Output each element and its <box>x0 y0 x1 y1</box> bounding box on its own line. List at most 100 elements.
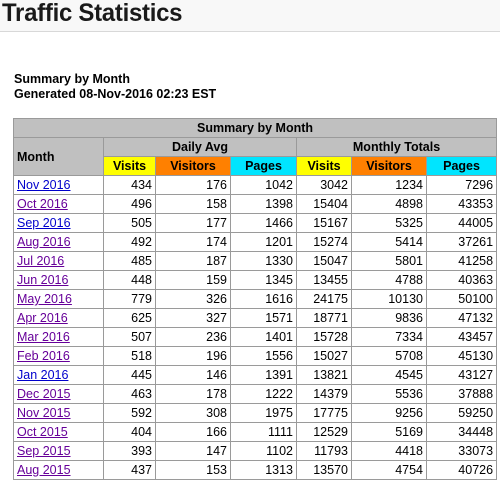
table-row: Aug 2015 437 153 1313 13570 4754 40726 <box>13 460 498 480</box>
daily-visits-header: Visits <box>103 156 156 176</box>
monthly-visitors-header: Visitors <box>351 156 427 176</box>
daily-pages-cell: 1391 <box>230 365 297 385</box>
daily-visitors-cell: 176 <box>155 175 231 195</box>
monthly-visitors-cell: 4418 <box>351 441 427 461</box>
monthly-visits-cell: 15274 <box>296 232 352 252</box>
month-link[interactable]: Nov 2016 <box>17 178 71 192</box>
monthly-pages-cell: 44005 <box>425 213 498 233</box>
daily-visits-cell: 404 <box>103 422 156 442</box>
daily-pages-cell: 1345 <box>230 270 297 290</box>
daily-pages-cell: 1401 <box>230 327 297 347</box>
monthly-pages-cell: 40726 <box>425 460 498 480</box>
month-cell: Dec 2015 <box>13 384 104 404</box>
month-cell: Feb 2016 <box>13 346 104 366</box>
month-cell: Aug 2016 <box>13 232 104 252</box>
month-cell: Oct 2016 <box>13 194 104 214</box>
daily-pages-cell: 1201 <box>230 232 297 252</box>
month-link[interactable]: Oct 2015 <box>17 425 68 439</box>
table-row: Apr 2016 625 327 1571 18771 9836 47132 <box>13 308 498 328</box>
month-cell: Sep 2016 <box>13 213 104 233</box>
page-title: Traffic Statistics <box>2 0 183 27</box>
month-link[interactable]: Feb 2016 <box>17 349 70 363</box>
daily-visitors-cell: 326 <box>155 289 231 309</box>
monthly-pages-cell: 47132 <box>425 308 498 328</box>
daily-pages-cell: 1042 <box>230 175 297 195</box>
monthly-pages-cell: 40363 <box>425 270 498 290</box>
month-link[interactable]: Dec 2015 <box>17 387 71 401</box>
daily-pages-header: Pages <box>230 156 297 176</box>
daily-visits-cell: 496 <box>103 194 156 214</box>
month-link[interactable]: Nov 2015 <box>17 406 71 420</box>
daily-pages-cell: 1571 <box>230 308 297 328</box>
daily-visitors-cell: 236 <box>155 327 231 347</box>
month-link[interactable]: Sep 2016 <box>17 216 71 230</box>
monthly-visits-cell: 14379 <box>296 384 352 404</box>
monthly-pages-cell: 7296 <box>425 175 498 195</box>
monthly-visits-cell: 15728 <box>296 327 352 347</box>
table-caption: Summary by Month <box>12 118 498 138</box>
month-link[interactable]: May 2016 <box>17 292 72 306</box>
monthly-visitors-cell: 5708 <box>351 346 427 366</box>
table-row: Jul 2016 485 187 1330 15047 5801 41258 <box>13 251 498 271</box>
daily-visitors-cell: 146 <box>155 365 231 385</box>
monthly-pages-cell: 41258 <box>425 251 498 271</box>
daily-visits-cell: 434 <box>103 175 156 195</box>
daily-pages-cell: 1330 <box>230 251 297 271</box>
daily-visitors-cell: 177 <box>155 213 231 233</box>
daily-pages-cell: 1975 <box>230 403 297 423</box>
daily-visits-cell: 592 <box>103 403 156 423</box>
daily-visitors-cell: 196 <box>155 346 231 366</box>
table-body: Nov 2016 434 176 1042 3042 1234 7296 Oct 2016 49… <box>13 175 498 480</box>
daily-visits-cell: 492 <box>103 232 156 252</box>
daily-pages-cell: 1111 <box>230 422 297 442</box>
monthly-pages-cell: 43457 <box>425 327 498 347</box>
month-link[interactable]: Aug 2016 <box>17 235 71 249</box>
monthly-visitors-cell: 1234 <box>351 175 427 195</box>
month-cell: Aug 2015 <box>13 460 104 480</box>
monthly-visitors-cell: 4754 <box>351 460 427 480</box>
table-row: Jan 2016 445 146 1391 13821 4545 43127 <box>13 365 498 385</box>
month-link[interactable]: Apr 2016 <box>17 311 68 325</box>
daily-pages-cell: 1556 <box>230 346 297 366</box>
daily-visits-cell: 463 <box>103 384 156 404</box>
monthly-visits-cell: 15404 <box>296 194 352 214</box>
month-link[interactable]: Sep 2015 <box>17 444 71 458</box>
daily-visits-cell: 518 <box>103 346 156 366</box>
monthly-visits-cell: 17775 <box>296 403 352 423</box>
monthly-visits-cell: 3042 <box>296 175 352 195</box>
month-link[interactable]: Jun 2016 <box>17 273 69 287</box>
monthly-visits-cell: 11793 <box>296 441 352 461</box>
generated-timestamp: Generated 08-Nov-2016 02:23 EST <box>14 87 217 101</box>
month-link[interactable]: Jan 2016 <box>17 368 69 382</box>
table-row: Feb 2016 518 196 1556 15027 5708 45130 <box>13 346 498 366</box>
monthly-visitors-cell: 5169 <box>351 422 427 442</box>
page-header: Traffic Statistics <box>0 0 500 32</box>
month-link[interactable]: Oct 2016 <box>17 197 68 211</box>
month-cell: Mar 2016 <box>13 327 104 347</box>
daily-visits-cell: 437 <box>103 460 156 480</box>
month-link[interactable]: Mar 2016 <box>17 330 70 344</box>
daily-visits-cell: 505 <box>103 213 156 233</box>
month-cell: May 2016 <box>13 289 104 309</box>
monthly-pages-header: Pages <box>425 156 498 176</box>
month-cell: Nov 2016 <box>13 175 104 195</box>
daily-pages-cell: 1102 <box>230 441 297 461</box>
month-link[interactable]: Jul 2016 <box>17 254 65 268</box>
table-row: Nov 2016 434 176 1042 3042 1234 7296 <box>13 175 498 195</box>
daily-pages-cell: 1313 <box>230 460 297 480</box>
monthly-pages-cell: 45130 <box>425 346 498 366</box>
monthly-visitors-cell: 4898 <box>351 194 427 214</box>
daily-visits-cell: 393 <box>103 441 156 461</box>
monthly-totals-header: Monthly Totals <box>295 137 498 157</box>
month-column-header: Month <box>13 137 104 176</box>
monthly-pages-cell: 43127 <box>425 365 498 385</box>
month-link[interactable]: Aug 2015 <box>17 463 71 477</box>
daily-pages-cell: 1616 <box>230 289 297 309</box>
monthly-visits-cell: 18771 <box>296 308 352 328</box>
daily-visitors-cell: 327 <box>155 308 231 328</box>
monthly-visitors-cell: 5325 <box>351 213 427 233</box>
table-row: Mar 2016 507 236 1401 15728 7334 43457 <box>13 327 498 347</box>
daily-visitors-cell: 147 <box>155 441 231 461</box>
daily-visits-cell: 625 <box>103 308 156 328</box>
monthly-visits-cell: 13821 <box>296 365 352 385</box>
